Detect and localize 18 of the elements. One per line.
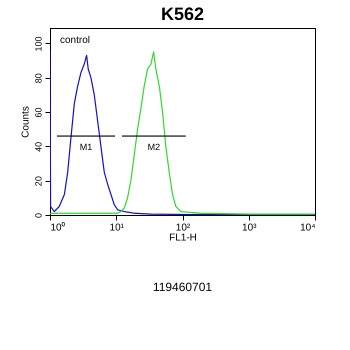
- y-axis-title: Counts: [20, 106, 32, 138]
- annotation: M1: [80, 142, 92, 152]
- y-tick-label: 0: [34, 212, 44, 218]
- y-tick-label: 40: [34, 142, 44, 152]
- x-axis-title: FL1-H: [169, 232, 197, 244]
- x-tick-label: 10⁴: [300, 222, 316, 234]
- series-label: control: [60, 35, 90, 46]
- x-tick-label: 10⁰: [50, 222, 66, 234]
- x-tick-label: 10³: [242, 222, 258, 234]
- chart-title: K562: [160, 4, 204, 24]
- text: 119460701: [152, 280, 212, 294]
- y-tick-label: 20: [34, 176, 44, 186]
- y-tick-label: 100: [34, 36, 44, 52]
- y-tick-label: 60: [34, 108, 44, 118]
- y-tick-label: 80: [34, 73, 44, 84]
- x-tick-label: 10¹: [110, 222, 125, 234]
- x-tick-label: 10²: [176, 222, 191, 234]
- annotation: M2: [148, 142, 160, 152]
